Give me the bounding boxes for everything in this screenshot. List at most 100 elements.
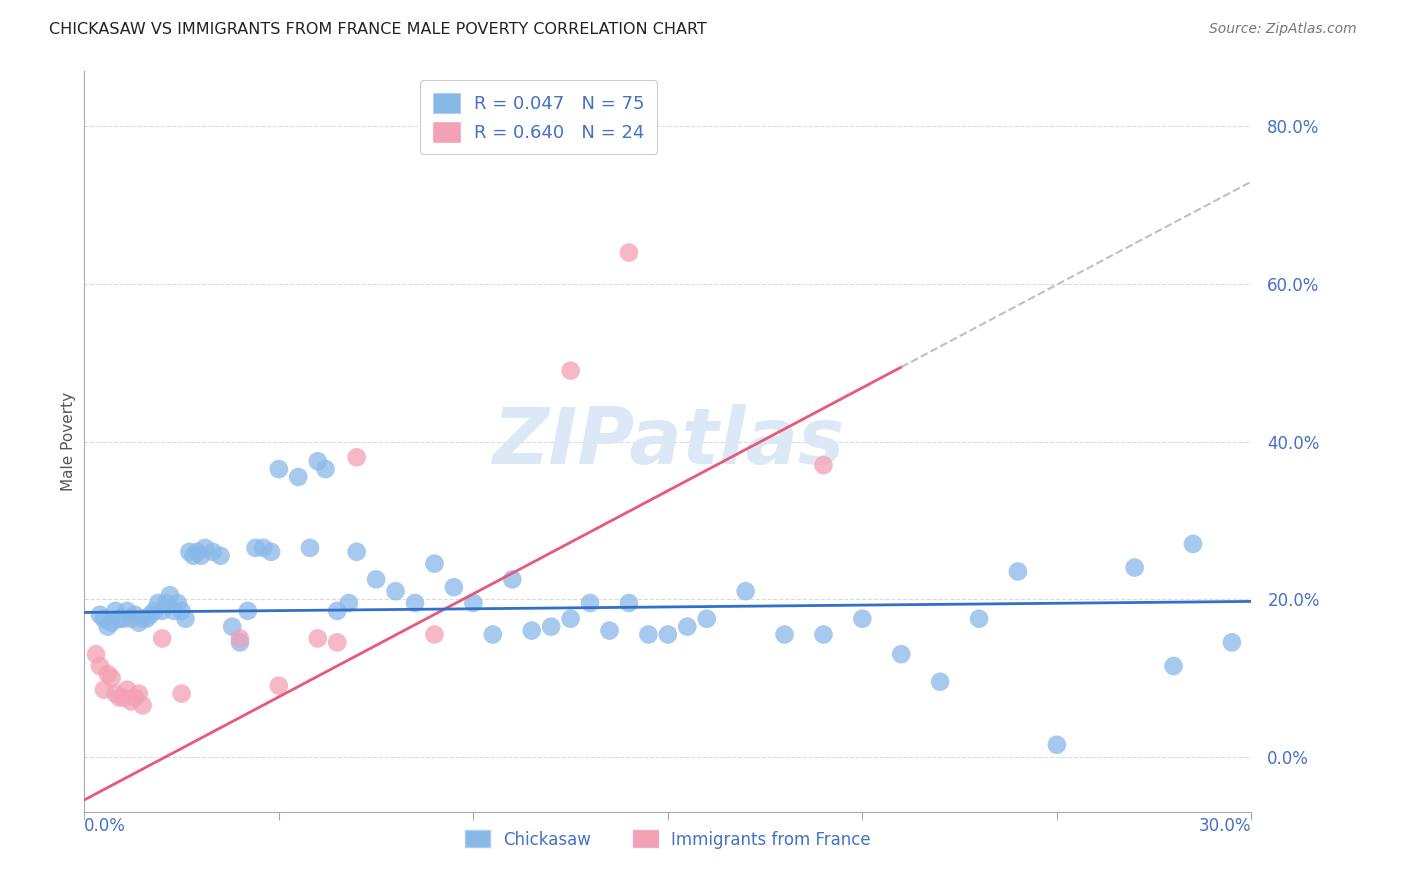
Point [115, 604, 138, 618]
Point [93, 612, 115, 626]
Point [482, 627, 505, 641]
Point [337, 596, 360, 610]
Point [194, 541, 217, 555]
Point [617, 596, 640, 610]
Point [159, 588, 181, 602]
Point [112, 612, 135, 626]
Point [128, 615, 150, 630]
Point [637, 627, 659, 641]
Point [560, 612, 582, 626]
Point [108, 690, 131, 705]
Point [97, 619, 120, 633]
Point [97, 666, 120, 681]
Point [108, 612, 131, 626]
Point [174, 612, 197, 626]
Point [443, 580, 465, 594]
Point [929, 674, 952, 689]
Point [120, 694, 142, 708]
Point [201, 545, 224, 559]
Point [423, 627, 446, 641]
Point [501, 573, 523, 587]
Point [229, 632, 252, 646]
Point [132, 612, 155, 626]
Point [170, 604, 193, 618]
Point [124, 607, 146, 622]
Point [1046, 738, 1069, 752]
Point [463, 596, 485, 610]
Text: Source: ZipAtlas.com: Source: ZipAtlas.com [1209, 22, 1357, 37]
Point [1163, 659, 1185, 673]
Point [100, 615, 122, 630]
Point [520, 624, 543, 638]
Point [1007, 565, 1029, 579]
Point [166, 596, 188, 610]
Point [135, 612, 157, 626]
Point [734, 584, 756, 599]
Point [773, 627, 796, 641]
Point [89, 607, 111, 622]
Point [579, 596, 602, 610]
Point [657, 627, 679, 641]
Point [132, 698, 155, 713]
Point [190, 549, 212, 563]
Point [890, 647, 912, 661]
Point [326, 604, 349, 618]
Point [124, 690, 146, 705]
Text: 0.0%: 0.0% [84, 817, 127, 836]
Point [366, 573, 388, 587]
Point [1220, 635, 1243, 649]
Point [599, 624, 621, 638]
Y-axis label: Male Poverty: Male Poverty [60, 392, 76, 491]
Point [346, 450, 368, 465]
Text: ZIPatlas: ZIPatlas [492, 403, 844, 480]
Point [617, 245, 640, 260]
Point [93, 682, 115, 697]
Point [287, 470, 309, 484]
Point [148, 596, 170, 610]
Point [112, 690, 135, 705]
Point [236, 604, 259, 618]
Point [163, 604, 186, 618]
Point [209, 549, 232, 563]
Text: CHICKASAW VS IMMIGRANTS FROM FRANCE MALE POVERTY CORRELATION CHART: CHICKASAW VS IMMIGRANTS FROM FRANCE MALE… [49, 22, 707, 37]
Point [423, 557, 446, 571]
Point [252, 541, 274, 555]
Point [150, 604, 173, 618]
Point [260, 545, 283, 559]
Point [115, 682, 138, 697]
Point [221, 619, 243, 633]
Point [298, 541, 321, 555]
Point [181, 549, 204, 563]
Point [540, 619, 562, 633]
Point [384, 584, 406, 599]
Point [267, 679, 290, 693]
Point [170, 687, 193, 701]
Point [404, 596, 426, 610]
Point [851, 612, 873, 626]
Point [104, 687, 127, 701]
Point [186, 545, 208, 559]
Point [307, 632, 329, 646]
Point [89, 659, 111, 673]
Point [346, 545, 368, 559]
Point [315, 462, 337, 476]
Point [1123, 560, 1146, 574]
Point [120, 612, 142, 626]
Point [267, 462, 290, 476]
Legend: Chickasaw, Immigrants from France: Chickasaw, Immigrants from France [458, 823, 877, 855]
Point [179, 545, 201, 559]
Point [813, 627, 835, 641]
Text: 30.0%: 30.0% [1199, 817, 1251, 836]
Point [967, 612, 990, 626]
Point [139, 607, 162, 622]
Point [84, 647, 107, 661]
Point [128, 687, 150, 701]
Point [150, 632, 173, 646]
Point [245, 541, 267, 555]
Point [104, 604, 127, 618]
Point [143, 604, 166, 618]
Point [696, 612, 718, 626]
Point [1181, 537, 1204, 551]
Point [676, 619, 699, 633]
Point [229, 635, 252, 649]
